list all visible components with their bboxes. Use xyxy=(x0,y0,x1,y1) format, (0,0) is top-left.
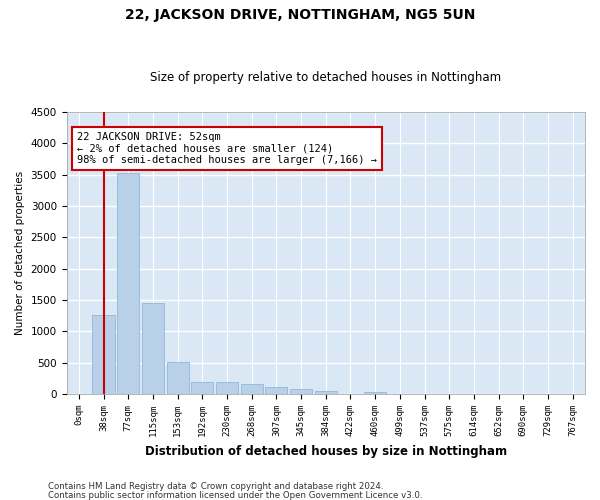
Text: 22 JACKSON DRIVE: 52sqm
← 2% of detached houses are smaller (124)
98% of semi-de: 22 JACKSON DRIVE: 52sqm ← 2% of detached… xyxy=(77,132,377,165)
Text: 22, JACKSON DRIVE, NOTTINGHAM, NG5 5UN: 22, JACKSON DRIVE, NOTTINGHAM, NG5 5UN xyxy=(125,8,475,22)
Bar xyxy=(265,388,287,394)
Bar xyxy=(216,382,238,394)
Bar xyxy=(290,388,312,394)
Bar xyxy=(142,302,164,394)
Bar xyxy=(241,384,263,394)
Text: Contains public sector information licensed under the Open Government Licence v3: Contains public sector information licen… xyxy=(48,490,422,500)
Bar xyxy=(191,382,214,394)
Text: Contains HM Land Registry data © Crown copyright and database right 2024.: Contains HM Land Registry data © Crown c… xyxy=(48,482,383,491)
Bar xyxy=(364,392,386,394)
X-axis label: Distribution of detached houses by size in Nottingham: Distribution of detached houses by size … xyxy=(145,444,507,458)
Bar xyxy=(117,174,139,394)
Bar xyxy=(167,362,189,394)
Bar xyxy=(92,314,115,394)
Title: Size of property relative to detached houses in Nottingham: Size of property relative to detached ho… xyxy=(150,72,502,85)
Y-axis label: Number of detached properties: Number of detached properties xyxy=(15,171,25,335)
Bar xyxy=(314,391,337,394)
